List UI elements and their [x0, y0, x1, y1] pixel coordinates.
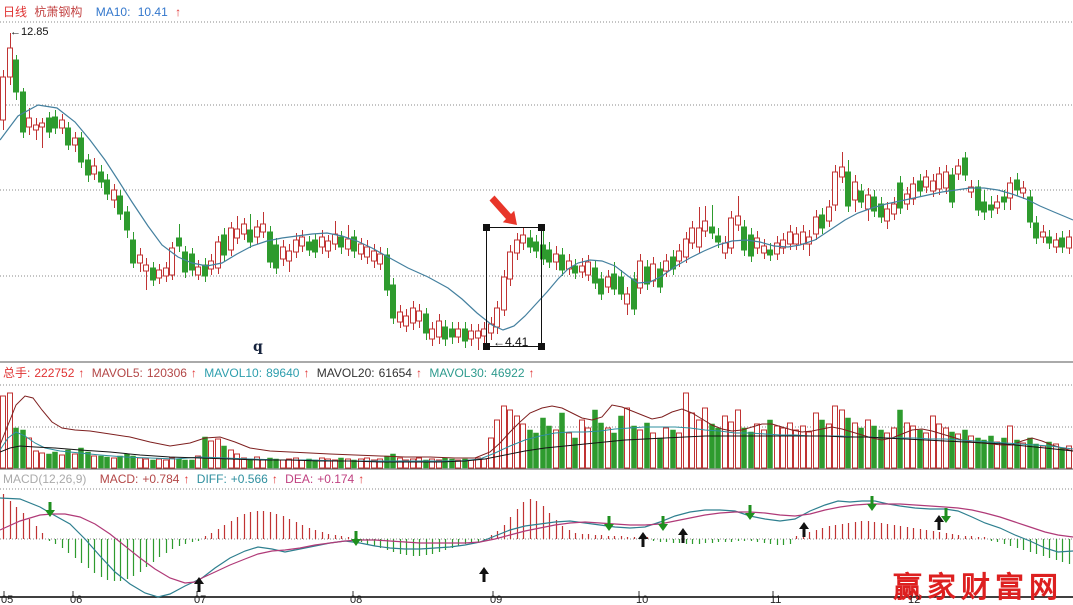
mavol20-value: 61654 [378, 366, 412, 380]
dea-value: +0.174 [317, 472, 355, 486]
up-arrow-icon: ↑ [303, 366, 310, 380]
buy-signal-arrow-icon [479, 567, 489, 582]
sell-signal-arrow-icon [867, 496, 877, 511]
buy-signal-arrow-icon [678, 528, 688, 543]
red-arrow-icon [489, 195, 517, 225]
diff-label: DIFF: [196, 472, 227, 486]
left-arrow-icon: ← [10, 26, 21, 38]
mavol30-value: 46922 [491, 366, 525, 380]
rect-handle-top-right[interactable] [538, 224, 545, 231]
rect-handle-top-left[interactable] [483, 224, 490, 231]
x-axis-label-11: 11 [770, 594, 782, 605]
mavol10-label: MAVOL10: [204, 366, 263, 380]
sell-signal-arrow-icon [351, 531, 361, 546]
volume-pane-header: 总手: 222752 ↑ MAVOL5: 120306 ↑ MAVOL10: 89640 ↑… [3, 364, 539, 381]
price-pane-header: 日线 杭萧钢构 MA10: 10.41 ↑ [3, 3, 185, 20]
up-arrow-icon: ↑ [175, 5, 182, 19]
high-price-annotation: ←12.85 [10, 26, 49, 38]
rect-handle-bottom-right[interactable] [538, 343, 545, 350]
dea-label: DEA: [285, 472, 314, 486]
macd-label: MACD: [99, 472, 139, 486]
sell-signal-arrow-icon [941, 508, 951, 523]
sell-signal-arrow-icon [745, 505, 755, 520]
macd-pane-header: MACD(12,26,9) MACD: +0.784 ↑ DIFF: +0.566 ↑ … [3, 472, 368, 486]
macd-value: +0.784 [142, 472, 180, 486]
x-axis-label-09: 09 [490, 594, 503, 605]
sell-signal-arrow-icon [604, 516, 614, 531]
up-arrow-icon: ↑ [190, 366, 197, 380]
left-arrow-icon: ← [493, 335, 505, 349]
sell-signal-arrow-icon [658, 516, 668, 531]
volume-total-label: 总手: [3, 366, 31, 380]
low-price-value: 4.41 [505, 335, 529, 349]
q-annotation: q [253, 339, 263, 355]
mavol5-label: MAVOL5: [91, 366, 143, 380]
period-label: 日线 [3, 5, 28, 19]
mavol10-value: 89640 [266, 366, 300, 380]
x-axis-label-05: 05 [1, 594, 14, 605]
buy-signal-arrow-icon [194, 577, 204, 592]
watermark: 赢家财富网 [893, 570, 1064, 604]
stock-name: 杭萧钢构 [34, 5, 83, 19]
up-arrow-icon: ↑ [415, 366, 422, 380]
buy-signal-arrow-icon [799, 522, 809, 537]
up-arrow-icon: ↑ [183, 472, 190, 486]
up-arrow-icon: ↑ [528, 366, 535, 380]
mavol30-label: MAVOL30: [429, 366, 488, 380]
mavol20-label: MAVOL20: [316, 366, 375, 380]
buy-signal-arrow-icon [638, 532, 648, 547]
up-arrow-icon: ↑ [358, 472, 365, 486]
mavol5-value: 120306 [146, 366, 187, 380]
sell-signal-arrow-icon [45, 502, 55, 517]
up-arrow-icon: ↑ [271, 472, 278, 486]
high-price-value: 12.85 [21, 26, 49, 38]
buy-signal-arrow-icon [934, 515, 944, 530]
up-arrow-icon: ↑ [78, 366, 85, 380]
x-axis-label-07: 07 [194, 594, 207, 605]
x-axis-label-08: 08 [350, 594, 363, 605]
macd-params-label: MACD(12,26,9) [3, 472, 87, 486]
x-axis-label-10: 10 [636, 594, 649, 605]
volume-total-value: 222752 [34, 366, 75, 380]
ma10-label: MA10: [95, 5, 131, 19]
low-price-annotation: ←4.41 [493, 335, 528, 349]
red-arrow-annotation[interactable] [486, 193, 522, 229]
x-axis-label-12: 12 [908, 594, 921, 605]
x-axis-label-06: 06 [70, 594, 83, 605]
measurement-rectangle[interactable]: ←4.41 [483, 224, 545, 350]
ma10-value: 10.41 [137, 5, 168, 19]
diff-value: +0.566 [230, 472, 268, 486]
rect-handle-bottom-left[interactable] [483, 343, 490, 350]
